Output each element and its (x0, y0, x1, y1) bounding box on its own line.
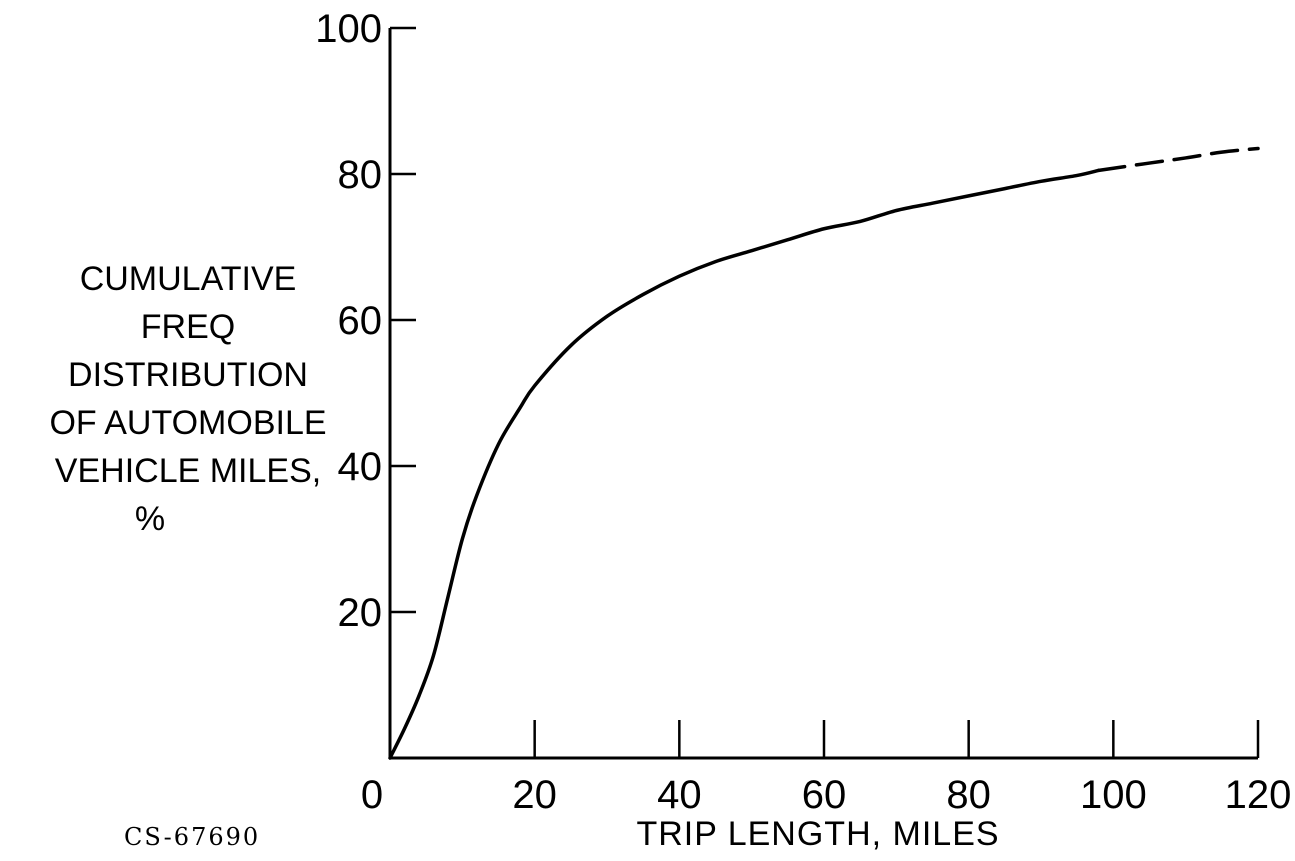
y-axis-title-line: DISTRIBUTION (68, 356, 308, 394)
x-tick-label: 20 (512, 773, 557, 817)
x-tick-label: 120 (1225, 773, 1292, 817)
y-axis-title-line: CUMULATIVE (80, 260, 297, 298)
y-axis-title-line: FREQ (141, 308, 235, 346)
y-ticks: 20 40 60 80 100 (315, 7, 416, 635)
figure-id: CS-67690 (124, 823, 260, 851)
x-tick-label: 40 (657, 773, 702, 817)
y-axis-title-line: % (135, 500, 165, 538)
series-line (388, 168, 1101, 760)
y-tick-label: 20 (338, 591, 383, 635)
y-axis-title-line: VEHICLE MILES, (55, 452, 321, 490)
y-tick-label: 40 (338, 445, 383, 489)
y-axis-title: CUMULATIVE FREQ DISTRIBUTION OF AUTOMOBI… (49, 260, 326, 538)
y-tick-label: 60 (338, 299, 383, 343)
x-tick-label: 100 (1080, 773, 1147, 817)
x-tick-label: 80 (946, 773, 991, 817)
series-line-dashed (1097, 146, 1260, 173)
x-tick-label: 60 (802, 773, 847, 817)
y-axis-title-line: OF AUTOMOBILE (49, 404, 326, 442)
x-axis-title: TRIP LENGTH, MILES (636, 815, 999, 853)
x-tick-label: 0 (361, 773, 383, 817)
y-tick-label: 80 (338, 153, 383, 197)
x-ticks: 0 20 40 60 80 100 120 (361, 720, 1292, 817)
series-group (388, 146, 1260, 760)
y-tick-label: 100 (315, 7, 382, 51)
